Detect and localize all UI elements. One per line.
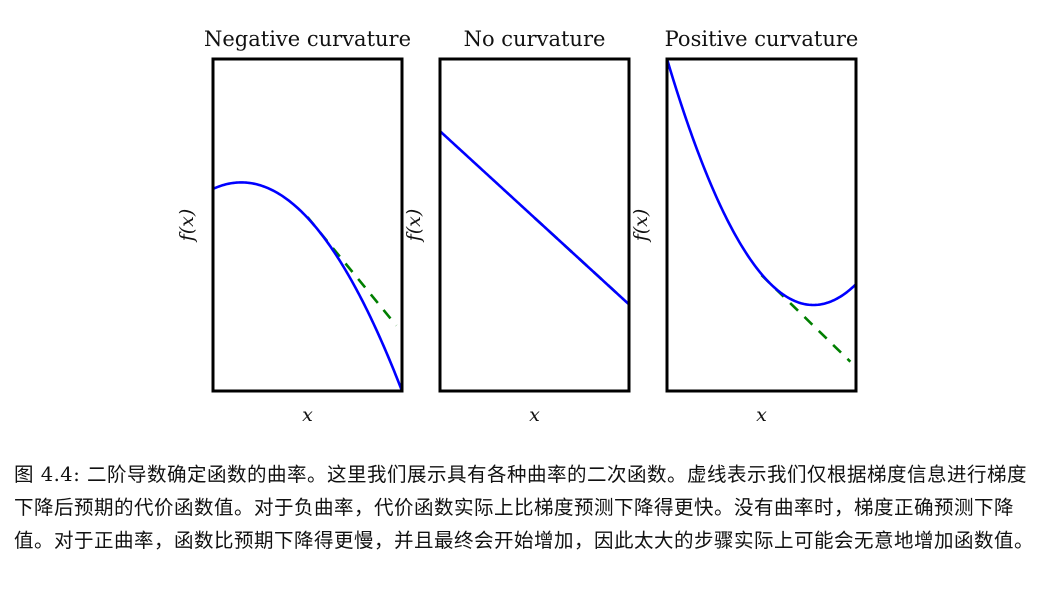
y-axis-label: f(x)	[176, 209, 198, 244]
panel-frame	[438, 57, 631, 393]
panel-title: Negative curvature	[204, 27, 411, 51]
curve-line	[667, 59, 856, 307]
curve-line	[440, 130, 629, 306]
y-axis-label: f(x)	[630, 209, 652, 244]
figure-caption: 图 4.4: 二阶导数确定函数的曲率。这里我们展示具有各种曲率的二次函数。虚线表…	[14, 463, 1035, 552]
curve-line	[213, 181, 402, 391]
panel-frame	[211, 57, 404, 393]
x-axis-label: x	[302, 404, 313, 426]
x-axis-label: x	[529, 404, 540, 426]
panel-title: Positive curvature	[665, 27, 859, 51]
x-axis-label: x	[756, 404, 767, 426]
panel-frame	[665, 57, 858, 393]
y-axis-label: f(x)	[403, 209, 425, 244]
curvature-figure: Negative curvature x f(x) No curvature x f(x)…	[176, 27, 859, 426]
panel-title: No curvature	[464, 27, 606, 51]
